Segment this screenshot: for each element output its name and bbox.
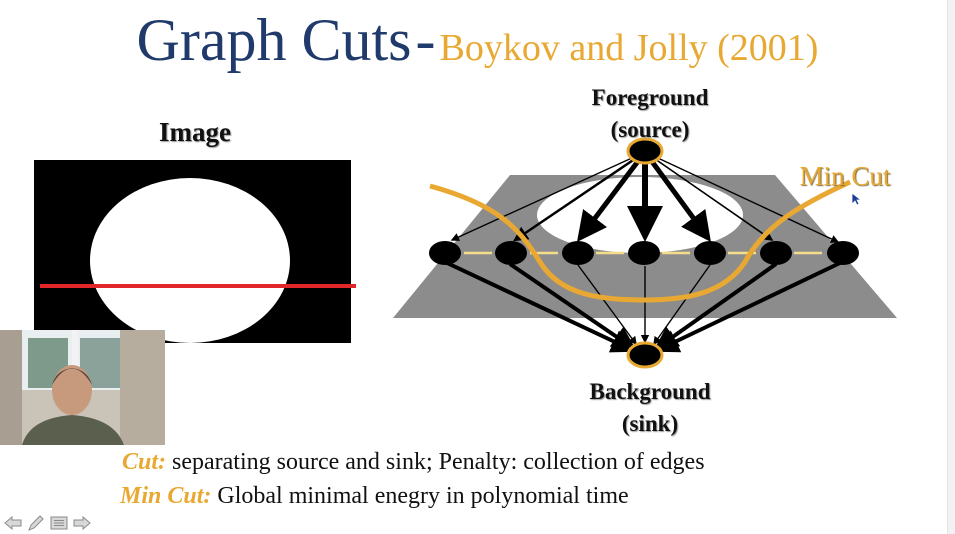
caption-cut-text: separating source and sink; Penalty: col… — [166, 449, 705, 475]
pen-icon — [28, 515, 44, 531]
min-cut-curve — [429, 179, 852, 303]
vertical-scrollbar[interactable] — [947, 0, 955, 534]
pen-tool-button[interactable] — [26, 513, 46, 533]
slide-menu-button[interactable] — [49, 513, 69, 533]
foreground-subtitle: (source) — [610, 117, 690, 142]
example-image — [34, 160, 351, 343]
slideshow-controls — [3, 512, 92, 534]
menu-icon — [50, 516, 68, 530]
webcam-frame — [0, 330, 165, 445]
caption-cut-key: Cut: — [122, 449, 167, 475]
title-subtitle: Boykov and Jolly (2001) — [439, 27, 819, 69]
webcam-video — [0, 330, 165, 445]
red-scanline — [40, 284, 356, 288]
next-slide-button[interactable] — [72, 513, 92, 533]
next-arrow-icon — [73, 516, 91, 530]
source-node — [626, 137, 664, 165]
title-separator: - — [415, 7, 436, 73]
background-title: Background — [589, 379, 711, 404]
white-ellipse — [90, 178, 290, 343]
foreground-label: Foreground (source) — [560, 82, 740, 146]
min-cut-label: Min Cut — [799, 161, 891, 191]
background-subtitle: (sink) — [621, 411, 679, 436]
previous-slide-button[interactable] — [3, 513, 23, 533]
pixel-nodes — [429, 241, 859, 265]
previous-arrow-icon — [4, 516, 22, 530]
caption-cut: Cut: separating source and sink; Penalty… — [122, 450, 705, 474]
caption-min-cut: Min Cut: Global minimal enegry in polyno… — [120, 484, 629, 508]
foreground-title: Foreground — [591, 85, 709, 110]
slide-title: Graph Cuts - Boykov and Jolly (2001) — [0, 10, 955, 70]
image-label: Image — [159, 117, 231, 147]
sink-edges — [444, 260, 843, 353]
mouse-cursor — [851, 192, 863, 206]
caption-min-cut-key: Min Cut: — [120, 483, 212, 509]
caption-min-cut-text: Global minimal enegry in polynomial time — [211, 483, 629, 509]
background-label: Background (sink) — [560, 376, 740, 440]
title-main: Graph Cuts — [136, 7, 412, 73]
sink-node — [626, 341, 664, 369]
source-edges — [450, 150, 840, 243]
